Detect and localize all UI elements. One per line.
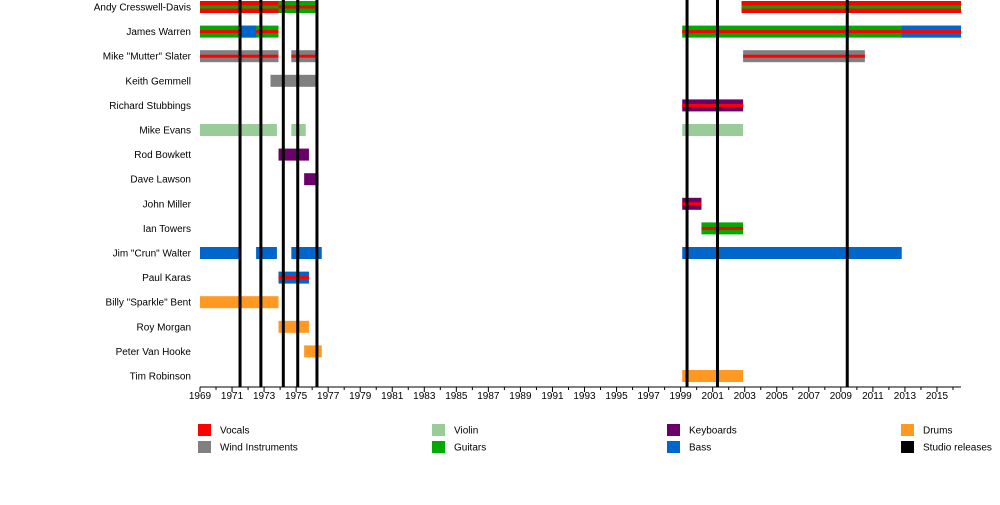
legend-swatch-guitars (432, 441, 445, 453)
x-tick-label: 1991 (541, 391, 564, 402)
member-label: Mike "Mutter" Slater (103, 52, 192, 63)
x-tick-label: 1971 (221, 391, 244, 402)
member-label: Paul Karas (142, 273, 191, 284)
member-label: Dave Lawson (130, 175, 191, 186)
x-tick-label: 2007 (798, 391, 821, 402)
x-tick-label: 1999 (670, 391, 693, 402)
legend-swatch-wind-instruments (198, 441, 211, 453)
x-tick-label: 2005 (766, 391, 789, 402)
x-tick-label: 2015 (926, 391, 949, 402)
membership-bar-keyboards (304, 173, 319, 186)
membership-bar-bass (256, 247, 277, 259)
legend-swatch-drums (901, 424, 914, 436)
x-tick-label: 2011 (862, 391, 884, 402)
legend-label: Vocals (220, 426, 249, 437)
legend-item-drums: Drums (901, 424, 952, 437)
x-tick-label: 1985 (445, 391, 468, 402)
x-tick-label: 2013 (894, 391, 917, 402)
x-tick-label: 2003 (734, 391, 757, 402)
role-stripe-vocals (682, 202, 702, 206)
membership-bar-keyboards (278, 148, 309, 161)
membership-bar-drums (682, 370, 744, 382)
legend-swatch-vocals (198, 424, 211, 436)
x-tick-label: 1995 (605, 391, 628, 402)
x-axis: 1969 1971 1973 1975 1977 1979 1981 1983 1985 1987… (189, 386, 961, 402)
member-label: Peter Van Hooke (116, 347, 192, 358)
membership-bar-bass (682, 247, 902, 259)
member-label: Mike Evans (139, 126, 191, 137)
legend-swatch-keyboards (667, 424, 680, 436)
x-tick-label: 1987 (477, 391, 500, 402)
x-tick-label: 2009 (830, 391, 853, 402)
legend: Vocals Wind Instruments Violin Guitars Keybo… (198, 424, 992, 454)
x-tick-label: 1979 (349, 391, 372, 402)
x-tick-label: 1993 (573, 391, 596, 402)
legend-item-violin: Violin (432, 424, 478, 437)
legend-item-bass: Bass (667, 441, 711, 454)
membership-bar-drums (304, 345, 322, 358)
membership-bar-wind-instruments (270, 74, 317, 87)
x-tick-label: 1981 (381, 391, 404, 402)
x-tick-label: 1989 (509, 391, 532, 402)
membership-bar-violin (200, 124, 277, 136)
role-stripe-guitars (741, 5, 961, 9)
role-stripe-vocals (291, 54, 317, 58)
role-stripe-vocals (701, 226, 744, 230)
legend-label: Studio releases (923, 443, 992, 454)
role-stripe-vocals (901, 30, 961, 34)
membership-bars (200, 1, 961, 382)
legend-item-studio-releases: Studio releases (901, 441, 992, 454)
x-tick-label: 1975 (285, 391, 308, 402)
role-stripe-vocals (278, 276, 309, 280)
legend-label: Drums (923, 426, 952, 437)
legend-swatch-bass (667, 441, 680, 453)
member-label: Rod Bowkett (134, 150, 191, 161)
legend-item-keyboards: Keyboards (667, 424, 737, 437)
legend-item-guitars: Guitars (432, 441, 486, 454)
member-label: Andy Cresswell-Davis (94, 3, 191, 14)
membership-bar-bass (200, 247, 241, 259)
role-stripe-vocals (682, 30, 961, 34)
legend-swatch-studio-releases (901, 441, 914, 453)
x-tick-label: 1983 (413, 391, 436, 402)
member-label: Roy Morgan (137, 322, 191, 333)
legend-label: Bass (689, 443, 711, 454)
role-stripe-vocals (743, 54, 865, 58)
x-tick-label: 1977 (317, 391, 340, 402)
legend-swatch-violin (432, 424, 445, 436)
membership-bar-bass (240, 25, 257, 38)
member-labels: Andy Cresswell-Davis James Warren Mike "Mu… (94, 3, 192, 383)
x-tick-label: 1997 (637, 391, 660, 402)
member-label: James Warren (126, 27, 191, 38)
member-label: Richard Stubbings (109, 101, 191, 112)
member-label: Ian Towers (143, 224, 191, 235)
membership-bar-drums (278, 320, 309, 333)
legend-label: Violin (454, 426, 478, 437)
legend-label: Guitars (454, 443, 486, 454)
role-stripe-vocals (682, 103, 744, 107)
member-label: John Miller (143, 199, 192, 210)
legend-item-wind-instruments: Wind Instruments (198, 441, 298, 454)
x-tick-label: 1973 (253, 391, 276, 402)
membership-bar-violin (682, 124, 744, 136)
legend-item-vocals: Vocals (198, 424, 249, 437)
legend-label: Keyboards (689, 426, 737, 437)
x-tick-label: 1969 (189, 391, 212, 402)
member-label: Tim Robinson (130, 372, 191, 383)
member-label: Billy "Sparkle" Bent (106, 298, 192, 309)
studio-release-lines (238, 0, 849, 387)
legend-label: Wind Instruments (220, 443, 298, 454)
member-label: Keith Gemmell (125, 76, 191, 87)
member-label: Jim "Crun" Walter (113, 249, 192, 260)
x-tick-label: 2001 (702, 391, 725, 402)
